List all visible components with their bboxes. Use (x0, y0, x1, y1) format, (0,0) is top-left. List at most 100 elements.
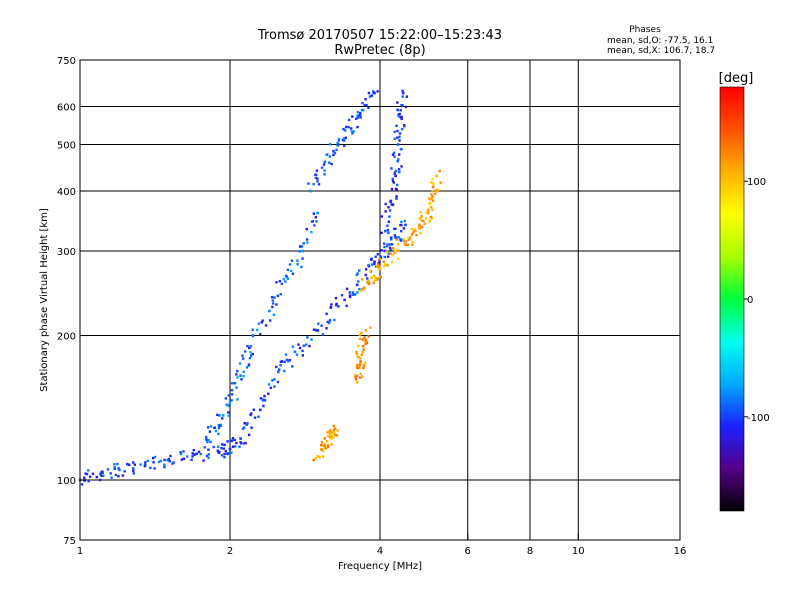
data-point (243, 442, 246, 445)
x-tick-label: 8 (527, 546, 533, 557)
data-point (386, 224, 389, 227)
data-point (358, 333, 362, 337)
data-point (263, 394, 266, 398)
data-point (334, 296, 338, 300)
data-point (273, 296, 276, 299)
data-point (234, 445, 237, 448)
data-point (439, 181, 442, 184)
data-point (395, 183, 399, 187)
data-point (399, 109, 402, 112)
data-point (359, 114, 362, 117)
data-point (359, 111, 362, 115)
data-point (393, 155, 396, 158)
colorbar-tick-label: -100 (747, 413, 770, 424)
data-point (411, 240, 414, 244)
data-point (373, 274, 376, 278)
data-point (398, 132, 402, 135)
data-point (217, 432, 220, 436)
data-point (153, 455, 157, 459)
data-point (259, 332, 262, 336)
data-point (222, 447, 226, 450)
data-point (398, 139, 401, 142)
data-point (382, 260, 385, 263)
data-point (310, 230, 313, 234)
data-point (387, 206, 390, 209)
data-point (420, 225, 424, 229)
data-point (342, 127, 345, 131)
data-point (249, 351, 252, 354)
data-point (347, 125, 350, 129)
data-point (320, 166, 324, 169)
data-point (306, 336, 309, 339)
data-point (316, 455, 320, 458)
data-point (326, 320, 329, 324)
data-point (362, 366, 365, 370)
data-point (396, 101, 399, 104)
data-point (337, 137, 341, 141)
data-point (257, 322, 261, 325)
data-point (403, 219, 406, 223)
data-point (241, 354, 244, 357)
data-point (249, 413, 252, 417)
data-point (358, 288, 361, 291)
data-point (356, 114, 359, 118)
data-point (323, 444, 327, 447)
data-point (389, 252, 393, 255)
data-point (295, 353, 299, 356)
data-point (273, 385, 276, 388)
data-point (337, 305, 340, 308)
data-point (213, 426, 216, 430)
data-point (219, 423, 223, 426)
data-point (212, 445, 215, 449)
data-point (329, 432, 332, 436)
data-point (389, 200, 392, 204)
data-point (400, 104, 403, 107)
data-point (328, 155, 332, 158)
data-point (316, 329, 320, 332)
data-point (116, 463, 119, 466)
data-point (328, 319, 332, 322)
data-point (380, 249, 384, 252)
x-axis-label: Frequency [MHz] (338, 561, 422, 572)
data-point (326, 443, 330, 447)
data-point (368, 270, 372, 273)
data-point (251, 352, 254, 356)
data-point (195, 452, 198, 455)
data-point (384, 210, 387, 213)
y-axis-ticks: 75 100 200 300 400 500 600 750 (57, 56, 86, 547)
data-point (264, 324, 268, 327)
data-point (395, 124, 398, 127)
data-point (385, 250, 388, 253)
data-point (430, 217, 434, 220)
data-point (239, 437, 242, 440)
data-point (102, 474, 105, 477)
data-point (386, 264, 389, 267)
data-point (206, 426, 210, 429)
data-point (282, 278, 286, 281)
data-point (288, 263, 292, 266)
data-point (397, 249, 400, 252)
data-point (245, 366, 249, 369)
data-point (132, 467, 135, 470)
data-point (384, 202, 387, 206)
data-point (370, 94, 374, 97)
data-point (356, 125, 359, 129)
data-point (272, 313, 276, 316)
data-point (364, 329, 368, 332)
data-point (330, 303, 333, 306)
data-point (202, 459, 205, 462)
data-point (313, 224, 316, 227)
data-point (366, 277, 369, 280)
data-point (323, 447, 326, 450)
data-point (413, 228, 416, 231)
data-point (216, 449, 220, 453)
data-point (358, 269, 361, 272)
data-point (190, 458, 193, 461)
data-point (248, 346, 251, 350)
data-point (378, 258, 382, 261)
data-point (82, 476, 86, 479)
data-point (312, 328, 316, 331)
data-point (239, 374, 242, 377)
data-point (394, 227, 397, 231)
data-point (356, 366, 359, 370)
